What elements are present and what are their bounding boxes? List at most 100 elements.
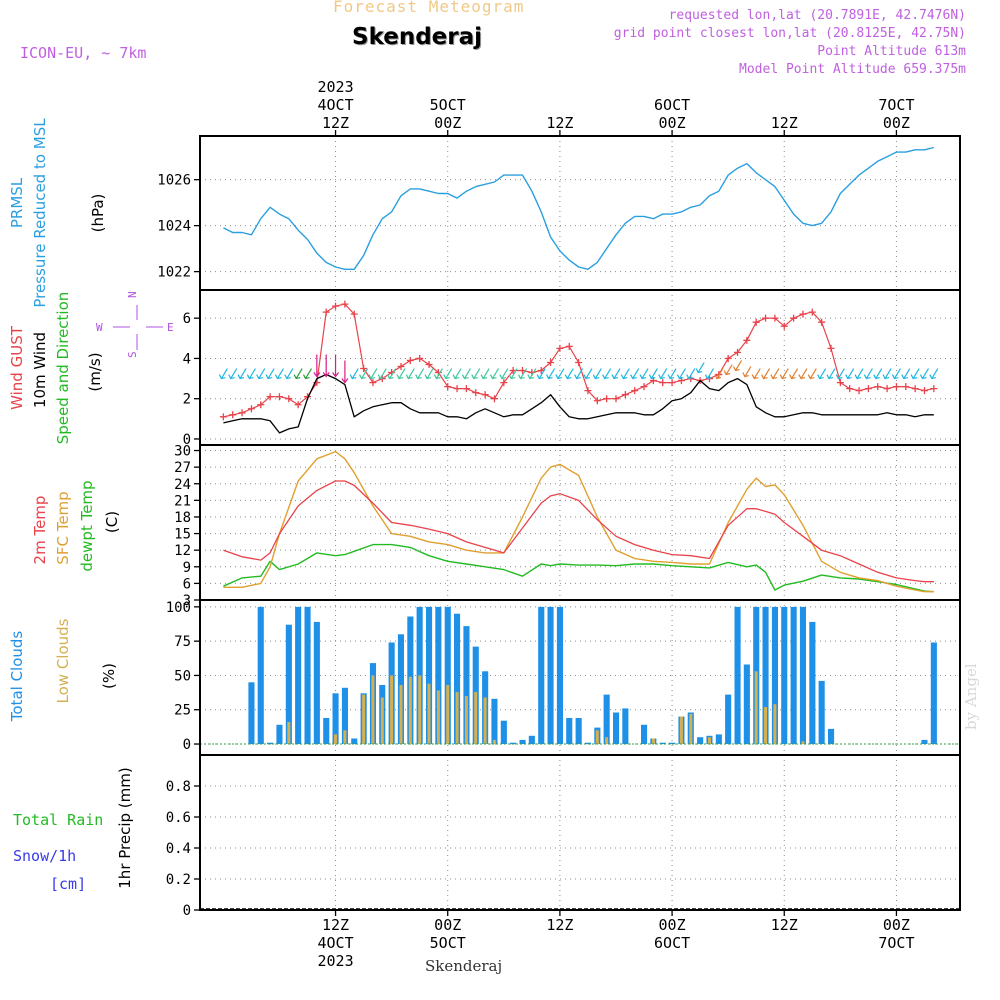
bottom-date-label: 7OCT: [878, 934, 914, 952]
gust-marker: [584, 387, 592, 395]
wind-direction-arrow: [779, 368, 789, 380]
wind-direction-arrow: [322, 354, 330, 378]
total-cloud-bar: [295, 606, 302, 745]
gust-marker: [350, 310, 358, 318]
y-tick-label: 1026: [157, 173, 191, 189]
wind-direction-arrow: [265, 368, 275, 380]
wind-direction-arrow: [218, 368, 228, 380]
y-tick-label: 0: [183, 737, 191, 753]
wind-direction-label: Speed and Direction: [54, 292, 72, 445]
gust-marker: [621, 391, 629, 399]
pressure-sublabel: Pressure Reduced to MSL: [31, 118, 49, 308]
gust-marker: [406, 356, 414, 364]
y-tick-label: 18: [174, 510, 191, 526]
gust-label: Wind GUST: [8, 325, 26, 410]
low-cloud-bar: [689, 713, 693, 744]
top-time-label: 00Z: [434, 114, 461, 132]
total-cloud-bar: [257, 606, 264, 745]
wind-direction-arrow: [863, 368, 873, 380]
total-cloud-bar: [669, 742, 676, 745]
wind-direction-arrow: [349, 368, 359, 380]
wind-direction-arrow: [396, 368, 406, 380]
low-cloud-bar: [605, 737, 609, 745]
total-cloud-bar: [351, 738, 358, 744]
gust-marker: [416, 354, 424, 362]
total-cloud-bar: [799, 606, 806, 745]
gust-marker: [247, 405, 255, 413]
bottom-time-label: 12Z: [771, 916, 798, 934]
wind-direction-arrow: [798, 368, 808, 380]
pressure-label: PRMSL: [8, 177, 26, 228]
total-cloud-bar: [491, 698, 498, 745]
gust-marker: [640, 383, 648, 391]
total-cloud-bar: [603, 694, 610, 744]
gust-marker: [762, 314, 770, 322]
dewpoint-line: [223, 543, 934, 593]
grid-point-coordinates: grid point closest lon,lat (20.8125E, 42…: [613, 26, 966, 41]
y-tick-label: 0: [183, 903, 191, 919]
wind-direction-arrow: [555, 368, 565, 380]
wind-direction-arrow: [293, 368, 303, 380]
wind-direction-arrow: [919, 368, 929, 380]
total-cloud-bar: [426, 606, 433, 745]
y-tick-label: 1022: [157, 265, 191, 281]
gust-marker: [799, 310, 807, 318]
total-cloud-bar: [566, 718, 573, 745]
compass-north: N: [126, 291, 139, 298]
gust-marker: [659, 379, 667, 387]
gust-marker: [332, 302, 340, 310]
wind-direction-arrow: [405, 368, 415, 380]
gust-marker: [266, 393, 274, 401]
y-tick-label: 0.2: [166, 872, 191, 888]
wind-direction-arrow: [891, 368, 901, 380]
y-tick-label: 0.8: [166, 779, 191, 795]
gust-marker: [322, 308, 330, 316]
wind-direction-arrow: [714, 368, 724, 380]
total-cloud-bar: [743, 664, 750, 745]
y-tick-label: 9: [183, 560, 191, 576]
low-cloud-bar: [708, 737, 711, 745]
wind-direction-arrow: [443, 368, 453, 380]
temp-unit: (C): [103, 511, 121, 533]
wind-direction-arrow: [499, 368, 509, 380]
bottom-time-label: 12Z: [322, 916, 349, 934]
y-tick-label: 50: [174, 668, 191, 684]
wind-direction-arrow: [508, 368, 518, 380]
low-cloud-bar: [801, 741, 805, 744]
gust-marker: [920, 387, 928, 395]
total-cloud-bar: [323, 718, 330, 745]
pressure-unit: (hPa): [89, 194, 107, 233]
low-cloud-bar: [773, 704, 777, 744]
gust-marker: [219, 413, 227, 421]
wind-direction-arrow: [527, 368, 537, 380]
bottom-date-label: 4OCT: [317, 934, 353, 952]
low-cloud-bar: [436, 690, 440, 744]
total-cloud-bar: [519, 739, 526, 744]
y-tick-label: 21: [174, 493, 191, 509]
total-cloud-bar: [538, 606, 545, 745]
y-tick-label: 100: [166, 600, 191, 616]
top-time-label: 00Z: [883, 114, 910, 132]
gust-marker: [874, 383, 882, 391]
total-cloud-bar: [500, 720, 507, 744]
gust-marker: [229, 411, 237, 419]
bottom-year-label: 2023: [317, 952, 353, 970]
total-cloud-bar: [771, 606, 778, 745]
gust-marker: [369, 379, 377, 387]
total-cloud-bar: [547, 606, 554, 745]
meteogram-title: Forecast Meteogram: [333, 0, 525, 16]
gust-marker: [238, 409, 246, 417]
gust-marker: [818, 318, 826, 326]
wind-direction-arrow: [546, 368, 556, 380]
low-cloud-bar: [595, 730, 599, 744]
y-tick-label: 15: [174, 527, 191, 543]
sfc-temp-line: [223, 450, 934, 593]
model-altitude: Model Point Altitude 659.375m: [739, 62, 966, 77]
low-cloud-bar: [287, 722, 291, 744]
wind-direction-arrow: [359, 368, 369, 380]
total-cloud-bar: [762, 606, 769, 745]
wind-direction-arrow: [471, 368, 481, 380]
wind-direction-arrow: [274, 368, 284, 380]
total-cloud-bar: [304, 606, 311, 745]
wind-direction-arrow: [536, 368, 546, 380]
